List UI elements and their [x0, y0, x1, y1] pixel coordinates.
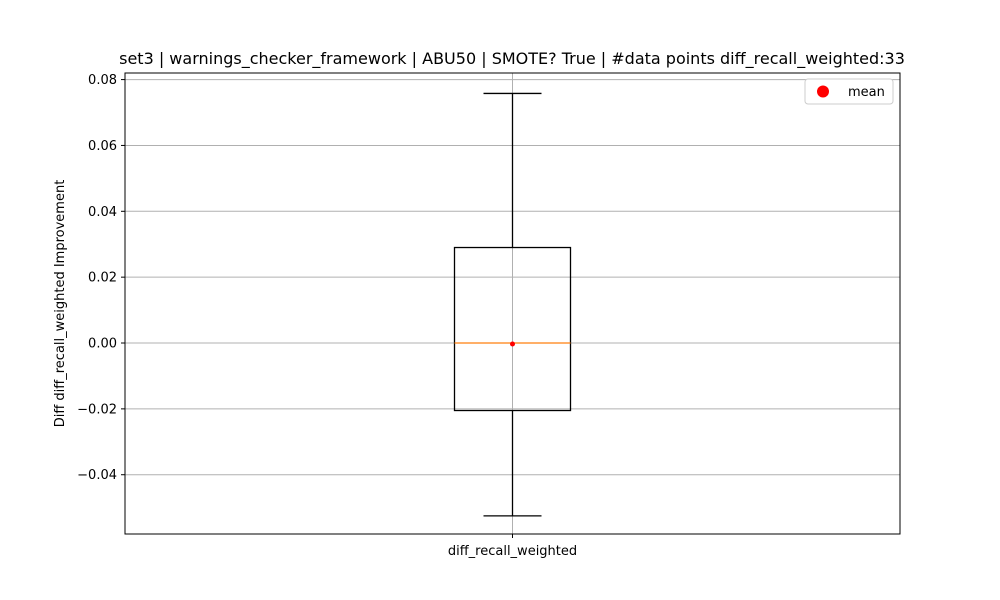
legend-mean-label: mean [848, 85, 885, 100]
legend: mean [804, 78, 894, 105]
y-axis-ticks: −0.04 −0.02 0.00 0.02 0.04 0.06 0.08 [77, 73, 125, 483]
y-tick-label: 0.06 [88, 139, 117, 154]
legend-mean-marker [817, 85, 829, 98]
y-tick-label: 0.04 [88, 205, 117, 220]
y-tick-label: 0.02 [88, 271, 117, 286]
y-tick-label: 0.08 [88, 73, 117, 88]
box-elements [453, 92, 572, 517]
y-tick-label: 0.00 [88, 337, 117, 352]
y-tick-label: −0.02 [77, 402, 117, 417]
mean-marker [510, 341, 515, 347]
y-tick-label: −0.04 [77, 468, 117, 483]
chart-title: set3 | warnings_checker_framework | ABU5… [119, 49, 905, 69]
x-axis-ticks: diff_recall_weighted [448, 534, 577, 559]
interquartile-box [453, 246, 572, 412]
x-tick-label: diff_recall_weighted [448, 544, 577, 559]
legend-box [804, 78, 894, 105]
y-axis-label: Diff diff_recall_weighted Improvement [53, 180, 68, 428]
